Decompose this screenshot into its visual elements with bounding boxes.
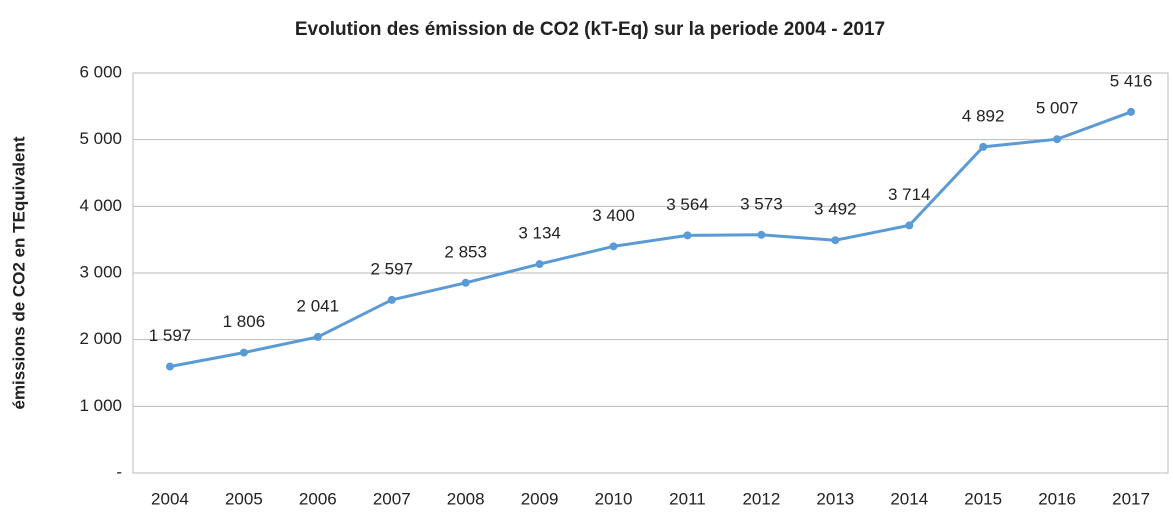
point	[313, 332, 322, 341]
point	[609, 242, 618, 251]
data-label: 5 007	[1036, 99, 1079, 118]
x-tick-label: 2015	[964, 489, 1002, 508]
data-label: 3 714	[888, 185, 931, 204]
point	[979, 142, 988, 151]
data-label: 2 041	[297, 296, 340, 315]
x-tick-label: 2016	[1038, 489, 1076, 508]
point	[831, 236, 840, 245]
point	[535, 260, 544, 269]
y-tick-label: 1 000	[79, 396, 122, 415]
y-tick-label: -	[116, 462, 122, 481]
point	[165, 362, 174, 371]
x-tick-label: 2009	[521, 489, 559, 508]
y-tick-label: 6 000	[79, 62, 122, 81]
y-tick-label: 3 000	[79, 262, 122, 281]
data-label: 2 853	[444, 242, 487, 261]
x-tick-label: 2008	[447, 489, 485, 508]
line	[169, 110, 1132, 369]
data-label: 3 564	[666, 195, 709, 214]
data-label: 3 134	[518, 224, 561, 243]
x-tick-label: 2007	[373, 489, 411, 508]
data-label: 4 892	[962, 106, 1005, 125]
y-tick-label: 5 000	[79, 129, 122, 148]
point	[1127, 107, 1136, 116]
data-label: 1 597	[149, 326, 192, 345]
x-tick-label: 2012	[742, 489, 780, 508]
y-axis-label: émissions de CO2 en TEquivalent	[9, 136, 28, 409]
data-label: 3 492	[814, 200, 857, 219]
x-tick-label: 2005	[225, 489, 263, 508]
data-label: 1 806	[223, 312, 266, 331]
chart-title: Evolution des émission de CO2 (kT-Eq) su…	[295, 19, 885, 40]
x-tick-label: 2013	[816, 489, 854, 508]
point	[757, 230, 766, 239]
x-tick-label: 2010	[595, 489, 633, 508]
point	[239, 348, 248, 357]
x-tick-label: 2017	[1112, 489, 1150, 508]
data-label: 3 573	[740, 194, 783, 213]
data-label: 2 597	[370, 259, 413, 278]
point	[461, 278, 470, 287]
y-tick-label: 2 000	[79, 329, 122, 348]
x-tick-label: 2004	[151, 489, 189, 508]
data-label: 5 416	[1110, 71, 1153, 90]
x-tick-label: 2011	[669, 489, 706, 508]
y-tick-label: 4 000	[79, 196, 122, 215]
point	[387, 295, 396, 304]
point	[1053, 135, 1062, 144]
x-tick-label: 2014	[890, 489, 928, 508]
point	[905, 221, 914, 230]
data-label: 3 400	[592, 206, 635, 225]
point	[683, 231, 692, 240]
x-tick-label: 2006	[299, 489, 337, 508]
